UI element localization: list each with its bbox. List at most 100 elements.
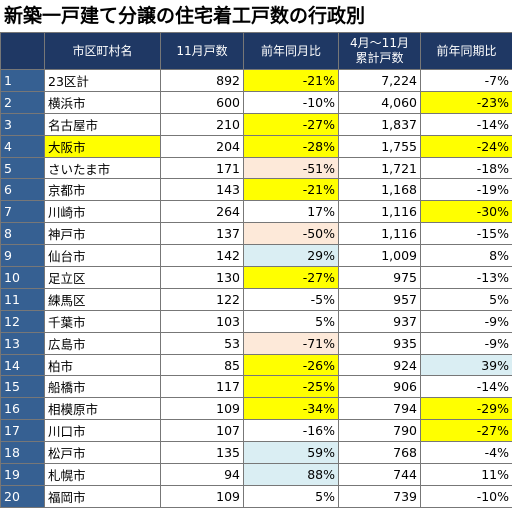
table-row: 14 柏市 85 -26% 924 39% — [0, 353, 512, 377]
row-number: 13 — [0, 331, 45, 355]
table-row: 1 23区計 892 -21% 7,224 -7% — [0, 69, 512, 92]
table-body: 1 23区計 892 -21% 7,224 -7% 2 横浜市 600 -10% 4,060 -23%… — [0, 69, 512, 508]
number-cell: 1,721 — [338, 156, 421, 180]
number-cell: -10% — [243, 90, 339, 114]
row-number: 11 — [0, 287, 45, 311]
number-cell: -14% — [420, 112, 512, 136]
number-cell: -27% — [243, 266, 339, 289]
row-number: 10 — [0, 266, 45, 289]
number-cell: 937 — [338, 309, 421, 333]
number-cell: 906 — [338, 375, 421, 399]
number-cell: 103 — [160, 309, 244, 333]
number-cell: 11% — [420, 463, 512, 486]
number-cell: 39% — [420, 353, 512, 377]
number-cell: -23% — [420, 90, 512, 114]
header-cell — [0, 32, 45, 70]
number-cell: 109 — [160, 397, 244, 421]
name-cell: 足立区 — [44, 266, 161, 289]
table-row: 9 仙台市 142 29% 1,009 8% — [0, 244, 512, 268]
number-cell: -21% — [243, 69, 339, 92]
number-cell: 53 — [160, 331, 244, 355]
title: 新築一戸建て分譲の住宅着工戸数の行政別 — [4, 5, 366, 27]
table-row: 15 船橋市 117 -25% 906 -14% — [0, 375, 512, 399]
row-number: 4 — [0, 134, 45, 158]
number-cell: 5% — [243, 484, 339, 508]
number-cell: 924 — [338, 353, 421, 377]
number-cell: 600 — [160, 90, 244, 114]
name-cell: 横浜市 — [44, 90, 161, 114]
number-cell: 107 — [160, 419, 244, 443]
row-number: 7 — [0, 200, 45, 224]
number-cell: 210 — [160, 112, 244, 136]
table-row: 20 福岡市 109 5% 739 -10% — [0, 484, 512, 508]
row-number: 12 — [0, 309, 45, 333]
number-cell: 122 — [160, 287, 244, 311]
number-cell: -4% — [420, 441, 512, 465]
name-cell: 仙台市 — [44, 244, 161, 268]
name-cell: 広島市 — [44, 331, 161, 355]
number-cell: -16% — [243, 419, 339, 443]
number-cell: 935 — [338, 331, 421, 355]
number-cell: 29% — [243, 244, 339, 268]
number-cell: 264 — [160, 200, 244, 224]
table-row: 8 神戸市 137 -50% 1,116 -15% — [0, 222, 512, 246]
name-cell: 松戸市 — [44, 441, 161, 465]
name-cell: 名古屋市 — [44, 112, 161, 136]
number-cell: -25% — [243, 375, 339, 399]
row-number: 18 — [0, 441, 45, 465]
number-cell: -5% — [243, 287, 339, 311]
name-cell: 福岡市 — [44, 484, 161, 508]
number-cell: -50% — [243, 222, 339, 246]
number-cell: -9% — [420, 309, 512, 333]
number-cell: 790 — [338, 419, 421, 443]
number-cell: -14% — [420, 375, 512, 399]
number-cell: -10% — [420, 484, 512, 508]
table-row: 19 札幌市 94 88% 744 11% — [0, 463, 512, 486]
name-cell: 神戸市 — [44, 222, 161, 246]
row-number: 3 — [0, 112, 45, 136]
number-cell: 171 — [160, 156, 244, 180]
number-cell: 137 — [160, 222, 244, 246]
table-row: 6 京都市 143 -21% 1,168 -19% — [0, 178, 512, 202]
number-cell: -21% — [243, 178, 339, 202]
row-number: 8 — [0, 222, 45, 246]
number-cell: -29% — [420, 397, 512, 421]
header-cell: 4月～11月 累計戸数 — [338, 32, 421, 70]
number-cell: -27% — [420, 419, 512, 443]
number-cell: 59% — [243, 441, 339, 465]
table-row: 11 練馬区 122 -5% 957 5% — [0, 287, 512, 311]
number-cell: 88% — [243, 463, 339, 486]
number-cell: -24% — [420, 134, 512, 158]
row-number: 19 — [0, 463, 45, 486]
table-row: 18 松戸市 135 59% 768 -4% — [0, 441, 512, 465]
number-cell: -26% — [243, 353, 339, 377]
row-number: 17 — [0, 419, 45, 443]
header-row: 市区町村名 11月戸数 前年同月比 4月～11月 累計戸数 前年同期比 — [0, 32, 512, 70]
name-cell: 川崎市 — [44, 200, 161, 224]
number-cell: -27% — [243, 112, 339, 136]
table-row: 3 名古屋市 210 -27% 1,837 -14% — [0, 112, 512, 136]
number-cell: -34% — [243, 397, 339, 421]
number-cell: 1,755 — [338, 134, 421, 158]
number-cell: -28% — [243, 134, 339, 158]
number-cell: 135 — [160, 441, 244, 465]
row-number: 15 — [0, 375, 45, 399]
number-cell: -7% — [420, 69, 512, 92]
table-row: 7 川崎市 264 17% 1,116 -30% — [0, 200, 512, 224]
table-row: 13 広島市 53 -71% 935 -9% — [0, 331, 512, 355]
name-cell: 柏市 — [44, 353, 161, 377]
header-cell: 11月戸数 — [160, 32, 244, 70]
number-cell: 1,116 — [338, 200, 421, 224]
name-cell: 川口市 — [44, 419, 161, 443]
row-number: 16 — [0, 397, 45, 421]
number-cell: -15% — [420, 222, 512, 246]
name-cell: 船橋市 — [44, 375, 161, 399]
number-cell: 794 — [338, 397, 421, 421]
number-cell: 109 — [160, 484, 244, 508]
row-number: 20 — [0, 484, 45, 508]
number-cell: -13% — [420, 266, 512, 289]
header-cell: 市区町村名 — [44, 32, 161, 70]
number-cell: 142 — [160, 244, 244, 268]
table-row: 2 横浜市 600 -10% 4,060 -23% — [0, 90, 512, 114]
